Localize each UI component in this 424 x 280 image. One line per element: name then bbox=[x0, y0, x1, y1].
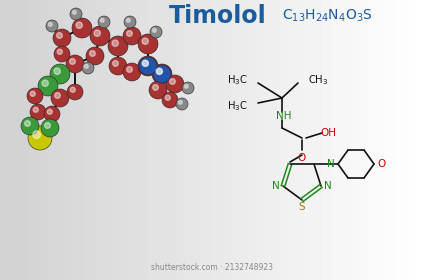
Circle shape bbox=[42, 80, 48, 87]
Circle shape bbox=[94, 30, 100, 36]
Circle shape bbox=[138, 56, 158, 76]
Circle shape bbox=[55, 93, 60, 98]
Text: NH: NH bbox=[276, 111, 292, 121]
Circle shape bbox=[46, 20, 58, 32]
Circle shape bbox=[98, 16, 110, 28]
Circle shape bbox=[142, 60, 148, 66]
Circle shape bbox=[149, 81, 167, 99]
Text: CH$_3$: CH$_3$ bbox=[308, 73, 329, 87]
Circle shape bbox=[86, 47, 104, 65]
Circle shape bbox=[54, 68, 60, 74]
Circle shape bbox=[153, 65, 171, 83]
Circle shape bbox=[57, 49, 62, 54]
Circle shape bbox=[126, 18, 130, 22]
Text: N: N bbox=[327, 159, 335, 169]
Circle shape bbox=[113, 60, 118, 66]
Circle shape bbox=[48, 22, 52, 26]
Circle shape bbox=[124, 16, 136, 28]
Circle shape bbox=[82, 62, 94, 74]
Circle shape bbox=[108, 36, 128, 56]
Circle shape bbox=[166, 75, 184, 93]
Circle shape bbox=[127, 67, 132, 72]
Circle shape bbox=[109, 57, 127, 75]
Circle shape bbox=[123, 27, 141, 45]
Circle shape bbox=[152, 28, 156, 32]
Circle shape bbox=[153, 85, 158, 90]
Circle shape bbox=[30, 91, 35, 96]
Circle shape bbox=[112, 40, 118, 46]
Circle shape bbox=[70, 8, 82, 20]
Circle shape bbox=[139, 57, 157, 75]
Circle shape bbox=[41, 119, 59, 137]
Circle shape bbox=[27, 88, 43, 104]
Circle shape bbox=[156, 69, 162, 74]
Circle shape bbox=[30, 104, 46, 120]
Circle shape bbox=[67, 84, 83, 100]
Circle shape bbox=[142, 38, 148, 45]
Circle shape bbox=[45, 123, 50, 128]
Text: N: N bbox=[272, 181, 280, 191]
Circle shape bbox=[89, 51, 95, 56]
Circle shape bbox=[51, 89, 69, 107]
Circle shape bbox=[84, 64, 88, 68]
Circle shape bbox=[70, 59, 75, 64]
Text: N: N bbox=[324, 181, 332, 191]
Circle shape bbox=[156, 68, 162, 74]
Circle shape bbox=[76, 22, 82, 28]
Circle shape bbox=[73, 10, 76, 14]
Circle shape bbox=[176, 98, 188, 110]
Circle shape bbox=[38, 76, 58, 96]
Circle shape bbox=[25, 121, 31, 126]
Circle shape bbox=[28, 126, 52, 150]
Circle shape bbox=[162, 92, 178, 108]
Text: C$_{13}$H$_{24}$N$_{4}$O$_{3}$S: C$_{13}$H$_{24}$N$_{4}$O$_{3}$S bbox=[282, 8, 373, 24]
Circle shape bbox=[127, 31, 132, 36]
Circle shape bbox=[53, 29, 71, 47]
Circle shape bbox=[100, 18, 104, 22]
Circle shape bbox=[179, 101, 182, 104]
Circle shape bbox=[33, 131, 40, 139]
Circle shape bbox=[90, 26, 110, 46]
Circle shape bbox=[182, 82, 194, 94]
Circle shape bbox=[72, 18, 92, 38]
Circle shape bbox=[56, 32, 62, 38]
Circle shape bbox=[142, 60, 148, 66]
Text: O: O bbox=[377, 159, 385, 169]
Text: O: O bbox=[298, 153, 306, 163]
Text: shutterstock.com · 2132748923: shutterstock.com · 2132748923 bbox=[151, 263, 273, 272]
Circle shape bbox=[150, 26, 162, 38]
Circle shape bbox=[44, 106, 60, 122]
Circle shape bbox=[170, 79, 176, 84]
Text: S: S bbox=[298, 202, 305, 212]
Circle shape bbox=[47, 109, 52, 114]
Circle shape bbox=[33, 107, 38, 112]
Text: H$_3$C: H$_3$C bbox=[227, 99, 248, 113]
Circle shape bbox=[66, 55, 84, 73]
Circle shape bbox=[70, 87, 75, 92]
Circle shape bbox=[21, 117, 39, 135]
Text: H$_3$C: H$_3$C bbox=[227, 73, 248, 87]
Text: OH: OH bbox=[320, 128, 336, 138]
Circle shape bbox=[138, 34, 158, 54]
Circle shape bbox=[184, 84, 188, 88]
Circle shape bbox=[50, 64, 70, 84]
Circle shape bbox=[165, 95, 170, 100]
Circle shape bbox=[123, 63, 141, 81]
Text: Timolol: Timolol bbox=[169, 4, 267, 28]
Circle shape bbox=[152, 64, 172, 84]
Circle shape bbox=[54, 46, 70, 62]
